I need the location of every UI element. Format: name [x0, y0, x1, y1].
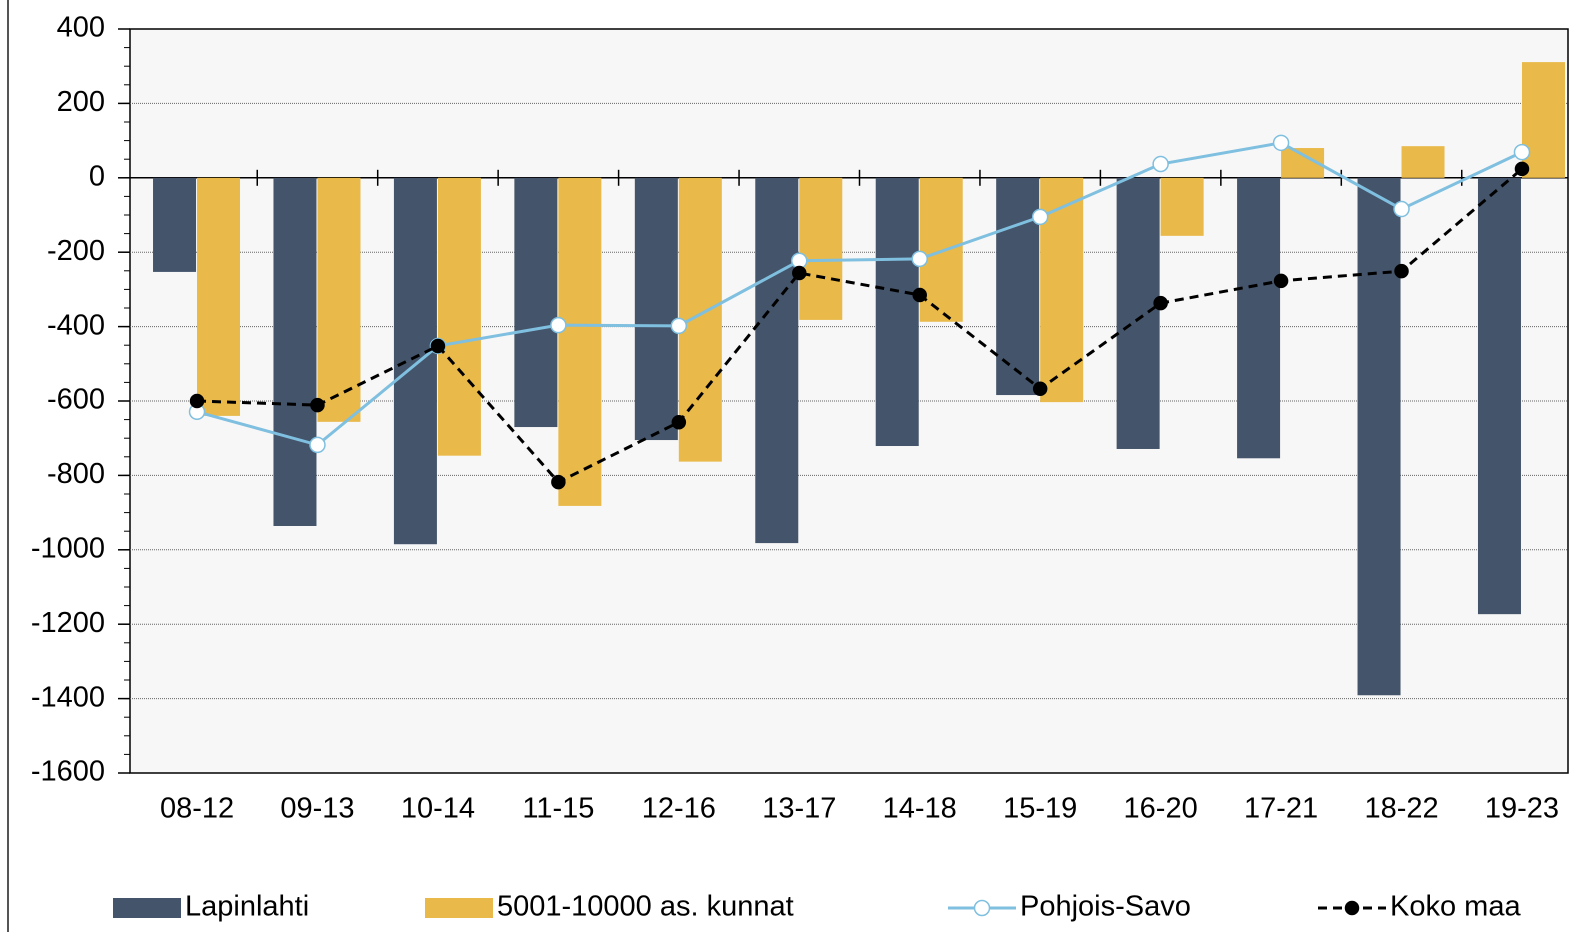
bar [996, 177, 1040, 396]
x-tick-label: 11-15 [522, 793, 594, 825]
point [1514, 161, 1530, 177]
bar [153, 177, 197, 272]
point [670, 317, 688, 335]
bar [799, 177, 843, 320]
x-tick-label: 09-13 [280, 793, 354, 825]
legend-label: Koko maa [1390, 891, 1521, 923]
legend-marker [973, 899, 991, 917]
point [1393, 200, 1410, 218]
point [1394, 263, 1409, 279]
y-tick-label: -800 [47, 458, 105, 490]
y-tick-label: 400 [57, 12, 105, 44]
x-tick-label: 08-12 [160, 793, 234, 825]
x-tick-label: 17-21 [1244, 793, 1318, 825]
bar [1040, 177, 1084, 403]
bar [1160, 177, 1204, 236]
bar [919, 177, 963, 322]
y-tick-label: 0 [89, 160, 105, 192]
line [196, 167, 1523, 484]
legend-label: Pohjois-Savo [1020, 891, 1191, 923]
y-tick-label: -1600 [31, 756, 105, 788]
x-tick-label: 19-23 [1485, 793, 1559, 825]
y-tick-label: -600 [47, 384, 105, 416]
legend-label: 5001-10000 as. kunnat [497, 891, 794, 923]
x-tick-label: 13-17 [762, 793, 836, 825]
x-tick-label: 15-19 [1003, 793, 1077, 825]
x-tick-label: 10-14 [401, 793, 475, 825]
bar [1357, 177, 1401, 696]
bar [755, 177, 799, 544]
bar [678, 177, 722, 462]
legend-marker [1344, 900, 1360, 916]
point [310, 397, 325, 413]
point [1273, 273, 1289, 289]
point [551, 474, 566, 490]
bar [437, 177, 481, 456]
bar [558, 177, 602, 506]
point [430, 338, 446, 354]
bar [1401, 146, 1445, 178]
legend-swatch [425, 898, 493, 918]
bar [317, 177, 361, 422]
point [189, 393, 205, 409]
point [671, 414, 687, 430]
point [912, 287, 927, 303]
legend-swatch [113, 898, 181, 918]
y-tick-label: 200 [57, 86, 105, 118]
bar [514, 177, 558, 428]
legend-label: Lapinlahti [185, 891, 309, 923]
point [1031, 208, 1049, 226]
y-tick-label: -1000 [31, 532, 105, 564]
point [550, 316, 567, 334]
y-tick-label: -400 [47, 309, 105, 341]
point [1152, 155, 1169, 173]
bar [197, 177, 241, 416]
x-tick-label: 12-16 [642, 793, 716, 825]
bar [1477, 177, 1521, 615]
point [1513, 143, 1531, 161]
point [911, 250, 928, 268]
y-tick-label: -200 [47, 235, 105, 267]
point [1032, 381, 1048, 396]
x-tick-label: 16-20 [1124, 793, 1198, 825]
point [309, 436, 326, 454]
bar [634, 177, 678, 441]
bar [393, 177, 437, 545]
bar [273, 177, 317, 526]
bar [875, 177, 919, 447]
point [792, 265, 807, 281]
y-tick-label: -1200 [31, 607, 105, 639]
x-tick-label: 18-22 [1364, 793, 1438, 825]
x-tick-label: 14-18 [883, 793, 957, 825]
bar [1116, 177, 1160, 449]
point [1272, 134, 1290, 152]
bar [1521, 62, 1565, 178]
y-tick-label: -1400 [31, 681, 105, 713]
bar [1237, 177, 1281, 459]
line [196, 141, 1523, 447]
point [1153, 295, 1168, 311]
